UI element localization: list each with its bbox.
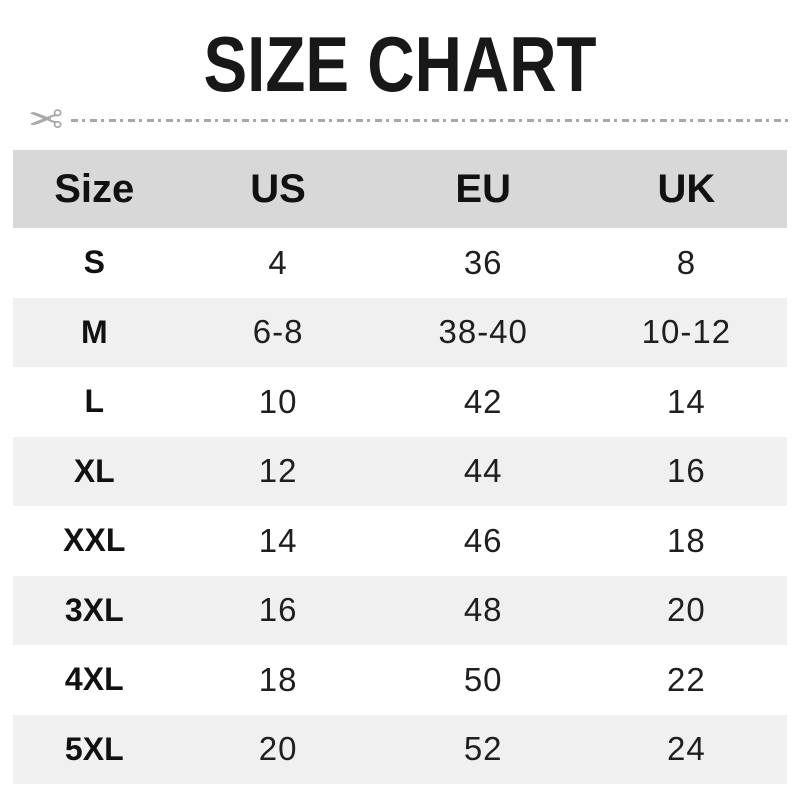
table-row: XXL 14 46 18 <box>13 506 787 576</box>
eu-cell: 46 <box>463 521 503 559</box>
size-cell: S <box>83 244 105 281</box>
eu-cell: 36 <box>463 243 503 281</box>
table-row: XL 12 44 16 <box>13 436 787 506</box>
table-row: S 4 36 8 <box>13 228 787 298</box>
uk-cell: 14 <box>667 382 706 420</box>
size-cell: XL <box>73 452 115 489</box>
us-cell: 20 <box>258 730 298 768</box>
dashed-cut-line <box>71 118 793 122</box>
uk-cell: 24 <box>667 730 706 768</box>
cut-line: ✂ <box>28 95 793 144</box>
us-cell: 16 <box>258 591 298 629</box>
page-title: SIZE CHART <box>0 25 800 103</box>
page-title-text: SIZE CHART <box>203 20 597 108</box>
scissors-icon: ✂ <box>28 95 64 144</box>
header-size: Size <box>54 166 135 211</box>
eu-cell: 38-40 <box>438 313 528 351</box>
us-cell: 18 <box>258 660 298 698</box>
uk-cell: 8 <box>676 243 697 281</box>
us-cell: 12 <box>258 452 298 490</box>
us-cell: 10 <box>258 382 298 420</box>
table-row: 3XL 16 48 20 <box>13 575 787 645</box>
table-row: 4XL 18 50 22 <box>13 645 787 715</box>
size-table: Size US EU UK S 4 36 8 M 6-8 38-40 10-12… <box>13 150 787 784</box>
uk-cell: 16 <box>667 452 706 490</box>
size-cell: 5XL <box>64 730 124 767</box>
uk-cell: 10-12 <box>641 313 732 351</box>
uk-cell: 22 <box>667 660 706 698</box>
eu-cell: 50 <box>463 660 503 698</box>
header-us: US <box>250 166 306 211</box>
size-cell: 4XL <box>64 661 124 698</box>
size-cell: 3XL <box>64 591 124 628</box>
table-row: 5XL 20 52 24 <box>13 714 787 784</box>
us-cell: 6-8 <box>252 313 304 351</box>
table-row: L 10 42 14 <box>13 367 787 437</box>
uk-cell: 18 <box>667 521 706 559</box>
us-cell: 4 <box>268 243 288 281</box>
eu-cell: 44 <box>463 452 503 490</box>
table-header-row: Size US EU UK <box>13 150 787 228</box>
us-cell: 14 <box>258 521 298 559</box>
eu-cell: 42 <box>463 382 503 420</box>
eu-cell: 48 <box>463 591 503 629</box>
header-uk: UK <box>657 166 716 211</box>
header-eu: EU <box>455 166 511 211</box>
size-cell: XXL <box>63 522 126 559</box>
size-cell: L <box>84 383 105 420</box>
table-row: M 6-8 38-40 10-12 <box>13 297 787 367</box>
uk-cell: 20 <box>667 591 706 629</box>
eu-cell: 52 <box>463 730 503 768</box>
size-cell: M <box>80 313 108 350</box>
